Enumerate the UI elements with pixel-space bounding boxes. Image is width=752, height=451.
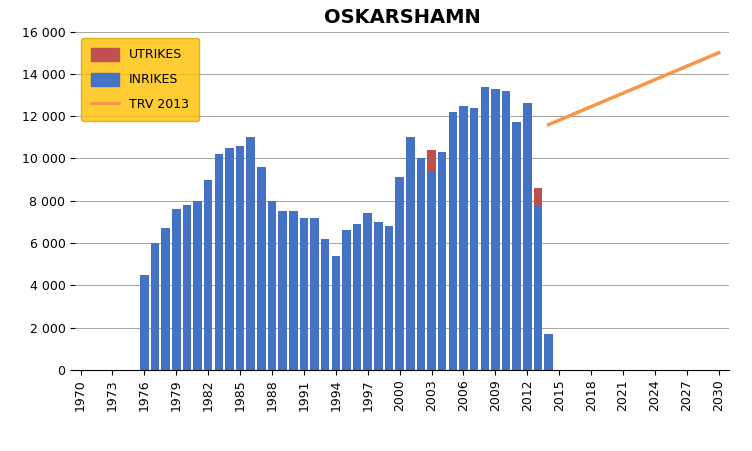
Bar: [406, 137, 414, 370]
Bar: [353, 224, 362, 370]
Bar: [534, 188, 542, 205]
Bar: [502, 91, 511, 370]
Bar: [299, 217, 308, 370]
Bar: [438, 152, 447, 370]
Bar: [140, 275, 149, 370]
Bar: [172, 209, 180, 370]
Bar: [247, 137, 255, 370]
Bar: [311, 217, 319, 370]
Bar: [427, 150, 436, 171]
Bar: [204, 179, 212, 370]
Bar: [523, 103, 532, 370]
Bar: [363, 213, 372, 370]
Bar: [459, 106, 468, 370]
Bar: [278, 211, 287, 370]
Bar: [417, 158, 425, 370]
Bar: [385, 226, 393, 370]
Bar: [162, 228, 170, 370]
Bar: [268, 201, 276, 370]
Bar: [512, 123, 521, 370]
Bar: [544, 334, 553, 370]
Bar: [214, 154, 223, 370]
Bar: [321, 239, 329, 370]
Bar: [427, 171, 436, 370]
Bar: [236, 146, 244, 370]
Bar: [150, 243, 159, 370]
Bar: [225, 148, 234, 370]
Bar: [183, 205, 191, 370]
Bar: [449, 112, 457, 370]
Bar: [481, 87, 489, 370]
Bar: [534, 205, 542, 370]
Bar: [289, 211, 298, 370]
Bar: [374, 222, 383, 370]
Bar: [332, 256, 340, 370]
Legend: UTRIKES, INRIKES, TRV 2013: UTRIKES, INRIKES, TRV 2013: [81, 38, 199, 121]
Bar: [491, 89, 499, 370]
Bar: [257, 167, 265, 370]
Bar: [342, 230, 350, 370]
Title: OSKARSHAMN: OSKARSHAMN: [324, 8, 481, 27]
Bar: [470, 108, 478, 370]
Bar: [396, 177, 404, 370]
Bar: [193, 201, 202, 370]
